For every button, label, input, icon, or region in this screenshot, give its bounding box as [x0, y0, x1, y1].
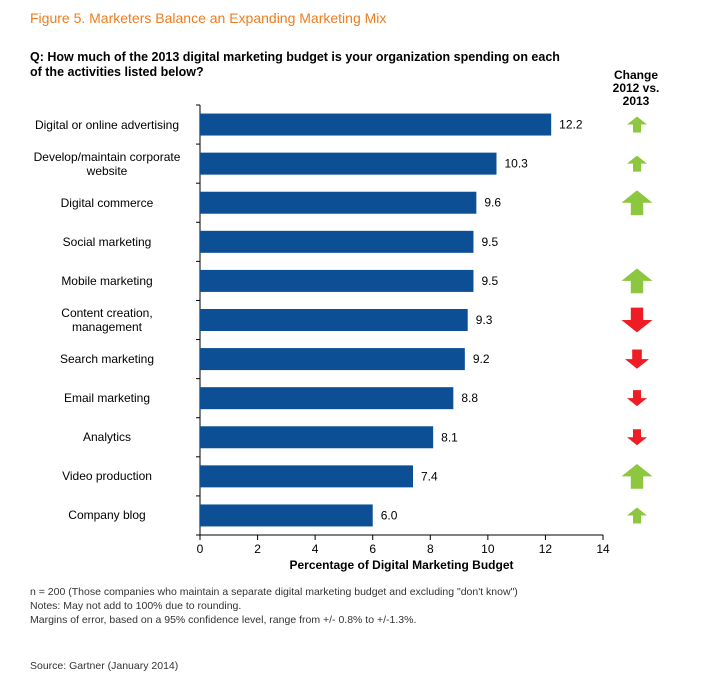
category-label: Develop/maintain corporate website — [33, 149, 181, 178]
bar-value-label: 8.1 — [441, 430, 458, 444]
category-label: Digital commerce — [60, 195, 154, 210]
figure-title: Figure 5. Marketers Balance an Expanding… — [30, 10, 387, 26]
x-tick-label: 8 — [427, 542, 434, 556]
category-label: Video production — [62, 469, 152, 484]
x-tick-label: 14 — [596, 542, 610, 556]
arrow-up-icon — [621, 268, 653, 294]
bar-value-label: 8.8 — [461, 391, 478, 405]
bar-value-label: 6.0 — [381, 508, 398, 522]
category-label: Analytics — [82, 430, 132, 445]
x-tick-label: 6 — [369, 542, 376, 556]
footnote-rounding: Notes: May not add to 100% due to roundi… — [30, 600, 242, 612]
bar — [200, 269, 474, 292]
arrow-up-icon — [621, 463, 653, 489]
change-column-header: Change 2012 vs. 2013 — [612, 68, 660, 108]
category-label: Mobile marketing — [61, 273, 153, 288]
arrow-down-icon — [621, 307, 653, 333]
x-tick-label: 0 — [197, 542, 204, 556]
arrow-up-icon — [621, 190, 653, 216]
survey-question: Q: How much of the 2013 digital marketin… — [30, 50, 560, 79]
arrow-down-icon — [627, 429, 647, 446]
footnote-margin-of-error: Margins of error, based on a 95% confide… — [30, 614, 417, 626]
bar-value-label: 7.4 — [421, 469, 438, 483]
x-tick-label: 4 — [312, 542, 319, 556]
bar-value-label: 9.5 — [481, 274, 498, 288]
bar — [200, 309, 468, 331]
x-tick-label: 10 — [481, 542, 495, 556]
bar-value-label: 9.6 — [484, 196, 501, 210]
source-note: Source: Gartner (January 2014) — [30, 660, 179, 672]
bar — [200, 504, 373, 527]
footnote-sample-size: n = 200 (Those companies who maintain a … — [30, 586, 518, 598]
x-tick-label: 2 — [254, 542, 261, 556]
bar — [200, 348, 465, 371]
bar-value-label: 9.3 — [476, 313, 493, 327]
category-label: Social marketing — [62, 234, 152, 249]
arrow-down-icon — [627, 390, 647, 407]
category-label: Content creation, management — [61, 306, 153, 334]
bar — [200, 426, 434, 449]
category-label: Search marketing — [59, 352, 155, 367]
category-label: Company blog — [68, 508, 146, 523]
arrow-down-icon — [625, 349, 649, 369]
footnotes: n = 200 (Those companies who maintain a … — [30, 585, 518, 627]
bar — [200, 152, 497, 175]
category-label: Digital or online advertising — [34, 117, 180, 132]
bar — [200, 230, 474, 253]
bar-value-label: 10.3 — [504, 157, 528, 171]
arrow-up-icon — [627, 155, 647, 172]
arrow-up-icon — [627, 507, 647, 524]
bar — [200, 191, 477, 214]
bar-value-label: 12.2 — [559, 118, 583, 132]
bar — [200, 387, 454, 410]
x-axis-label: Percentage of Digital Marketing Budget — [289, 558, 513, 572]
bar — [200, 465, 414, 488]
bar — [200, 113, 552, 136]
category-label: Email marketing — [63, 391, 151, 406]
arrow-up-icon — [627, 116, 647, 133]
bar-value-label: 9.2 — [473, 352, 490, 366]
x-tick-label: 12 — [539, 542, 553, 556]
bar-value-label: 9.5 — [481, 235, 498, 249]
